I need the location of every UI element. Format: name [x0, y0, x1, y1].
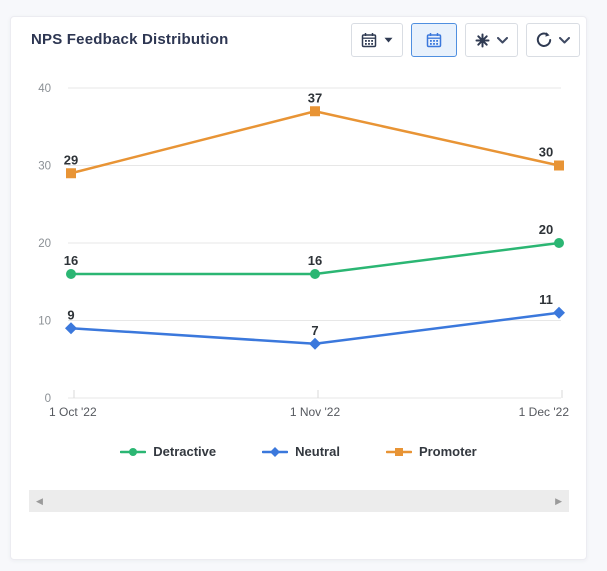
data-point-marker [66, 269, 76, 279]
refresh-icon [536, 32, 552, 48]
refresh-dropdown-button[interactable] [526, 23, 580, 57]
series-neutral: 9 7 11 [65, 292, 565, 350]
series-promoter: 29 37 30 [64, 90, 564, 179]
data-point-marker [309, 337, 321, 350]
legend-item-promoter[interactable]: Promoter [385, 444, 477, 459]
legend-marker-icon [120, 447, 147, 456]
x-axis-tick-label: 1 Nov '22 [290, 405, 341, 419]
page-title: NPS Feedback Distribution [31, 31, 229, 48]
legend-label: Neutral [295, 444, 340, 459]
caret-down-icon [384, 37, 393, 43]
data-label: 16 [64, 253, 78, 268]
data-label: 30 [539, 145, 553, 160]
data-label: 29 [64, 152, 78, 167]
data-label: 16 [308, 253, 322, 268]
y-axis-tick-label: 0 [45, 393, 51, 405]
series-line [69, 110, 561, 175]
chevron-down-icon [559, 36, 570, 44]
data-label: 7 [311, 323, 318, 338]
data-point-marker [554, 160, 564, 171]
chart-card: NPS Feedback Distribution [10, 16, 587, 560]
legend-marker-icon [385, 447, 412, 456]
legend-item-detractive[interactable]: Detractive [120, 444, 216, 459]
data-point-marker [554, 238, 564, 248]
series-detractive: 16 16 20 [64, 222, 564, 279]
data-label: 11 [539, 292, 553, 307]
asterisk-icon [475, 33, 490, 48]
y-axis-tick-label: 10 [38, 316, 51, 328]
legend-marker-icon [262, 446, 289, 457]
date-range-dropdown-button[interactable] [351, 23, 403, 57]
legend-label: Detractive [153, 444, 217, 459]
data-point-marker [310, 106, 320, 117]
scroll-left-icon[interactable]: ◀ [36, 495, 43, 506]
data-point-marker [553, 306, 565, 319]
data-point-marker [66, 168, 76, 179]
data-label: 20 [539, 222, 553, 237]
x-axis-tick-label: 1 Dec '22 [519, 405, 570, 419]
y-axis-tick-label: 20 [38, 238, 51, 250]
calendar-view-button[interactable] [411, 23, 457, 57]
horizontal-scrollbar[interactable]: ◀ ▶ [29, 490, 569, 512]
chart-legend: Detractive Neutral Promoter [11, 444, 586, 459]
y-axis-tick-label: 40 [38, 83, 51, 95]
legend-item-neutral[interactable]: Neutral [262, 444, 340, 459]
data-point-marker [394, 447, 403, 456]
x-axis-tick-label: 1 Oct '22 [49, 405, 97, 419]
legend-label: Promoter [418, 444, 477, 459]
data-point-marker [310, 269, 320, 279]
data-label: 9 [67, 307, 74, 322]
chevron-down-icon [497, 36, 508, 44]
calendar-icon [361, 32, 377, 48]
y-axis-tick-label: 30 [38, 161, 51, 173]
toolbar [351, 23, 580, 57]
options-dropdown-button[interactable] [465, 23, 518, 57]
data-point-marker [129, 447, 138, 456]
scroll-right-icon[interactable]: ▶ [555, 495, 562, 506]
data-point-marker [65, 322, 77, 335]
calendar-icon [426, 32, 442, 48]
data-label: 37 [308, 90, 322, 105]
data-point-marker [270, 446, 281, 457]
card-header: NPS Feedback Distribution [11, 17, 586, 63]
